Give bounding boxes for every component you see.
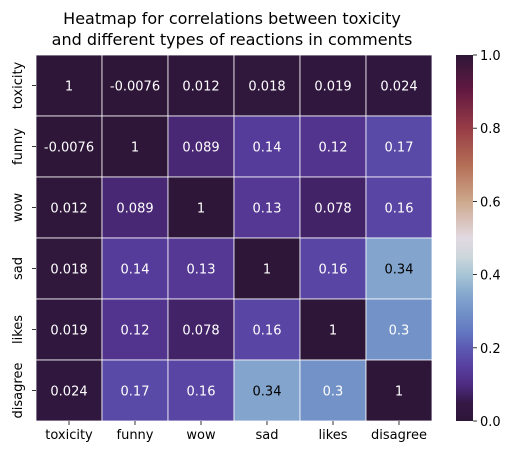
heatmap-cell-label: 0.012: [182, 80, 219, 95]
chart-title: Heatmap for correlations between toxicit…: [52, 9, 413, 49]
heatmap-cell-label: 0.018: [50, 263, 87, 278]
colorbar-gradient: [456, 55, 473, 421]
heatmap-cell-label: 0.024: [380, 80, 417, 95]
x-tick-label-funny: funny: [117, 428, 154, 443]
heatmap-cell-label: 0.024: [50, 385, 87, 400]
colorbar-tick-label: 0.2: [480, 342, 501, 357]
y-tick-label-wow: wow: [11, 193, 26, 223]
heatmap-cell-wow-funny: [101, 176, 169, 239]
heatmap-cell-wow-disagree: [365, 176, 433, 239]
colorbar-tick-label: 0.0: [480, 415, 501, 430]
heatmap-cell-label: 0.17: [121, 385, 150, 400]
colorbar: 0.0 0.2 0.4 0.6 0.8 1.0: [456, 49, 501, 430]
colorbar-tick-label: 0.8: [480, 122, 501, 137]
heatmap-cell-toxicity-toxicity: [35, 54, 103, 117]
y-tick-label-sad: sad: [11, 257, 26, 280]
heatmap-cell-wow-sad: [233, 176, 301, 239]
heatmap-cell-label: 1: [197, 202, 205, 217]
heatmap-cell-sad-toxicity: [35, 237, 103, 300]
heatmap-cell-label: 0.16: [187, 385, 216, 400]
heatmap-cell-likes-likes: [299, 298, 367, 361]
heatmap-cell-label: 0.14: [253, 141, 282, 156]
heatmap-cell-label: 1: [263, 263, 271, 278]
heatmap-cell-label: 1: [395, 385, 403, 400]
heatmap-cell-toxicity-sad: [233, 54, 301, 117]
heatmap-cell-label: 0.16: [385, 202, 414, 217]
colorbar-tick-label: 0.4: [480, 269, 501, 284]
chart-title-line-1: Heatmap for correlations between toxicit…: [63, 9, 401, 28]
heatmap-cell-label: 0.13: [253, 202, 282, 217]
heatmap-cell-sad-sad: [233, 237, 301, 300]
heatmap-cell-label: 0.019: [50, 324, 87, 339]
heatmap-cell-label: 0.17: [385, 141, 414, 156]
y-tick-label-likes: likes: [11, 315, 26, 344]
heatmap-cell-label: 0.018: [248, 80, 285, 95]
heatmap-cell-label: 0.14: [121, 263, 150, 278]
x-tick-label-toxicity: toxicity: [45, 428, 93, 443]
x-axis-ticks: toxicity funny wow sad likes disagree: [45, 421, 427, 443]
heatmap-cell-label: 0.3: [389, 324, 410, 339]
y-axis-ticks: toxicity funny wow sad likes disagree: [11, 61, 36, 418]
heatmap-cell-label: 0.089: [116, 202, 153, 217]
heatmap-cell-sad-funny: [101, 237, 169, 300]
y-tick-label-disagree: disagree: [11, 363, 26, 419]
heatmap-cell-label: -0.0076: [44, 141, 94, 156]
heatmap-cell-likes-disagree: [365, 298, 433, 361]
heatmap-cell-label: -0.0076: [110, 80, 160, 95]
y-tick-label-funny: funny: [11, 128, 26, 165]
heatmap-cell-disagree-toxicity: [35, 359, 103, 422]
heatmap-cell-label: 0.12: [121, 324, 150, 339]
heatmap-cell-toxicity-funny: [101, 54, 169, 117]
heatmap-cell-label: 0.089: [182, 141, 219, 156]
heatmap-cell-disagree-disagree: [365, 359, 433, 422]
heatmap-cell-label: 1: [131, 141, 139, 156]
x-tick-label-likes: likes: [318, 428, 347, 443]
heatmap-cell-label: 1: [65, 80, 73, 95]
heatmap-cell-label: 0.3: [323, 385, 344, 400]
heatmap-cell-label: 0.34: [385, 263, 414, 278]
heatmap-cell-toxicity-likes: [299, 54, 367, 117]
heatmap-cell-sad-likes: [299, 237, 367, 300]
heatmap-cell-label: 0.34: [253, 385, 282, 400]
colorbar-tick-label: 1.0: [480, 49, 501, 64]
heatmap-cell-sad-wow: [167, 237, 235, 300]
heatmap-cell-funny-funny: [101, 115, 169, 178]
heatmap-cell-disagree-likes: [299, 359, 367, 422]
heatmap-cells: 1 -0.0076 0.012 0.018 0.019 0.024 -0.0076 1 0.08…: [35, 54, 433, 422]
heatmap-cell-toxicity-disagree: [365, 54, 433, 117]
heatmap-cell-sad-disagree: [365, 237, 433, 300]
heatmap-cell-wow-toxicity: [35, 176, 103, 239]
heatmap-cell-funny-sad: [233, 115, 301, 178]
heatmap-cell-label: 0.012: [50, 202, 87, 217]
heatmap-cell-toxicity-wow: [167, 54, 235, 117]
x-tick-label-wow: wow: [186, 428, 216, 443]
heatmap-cell-label: 0.078: [314, 202, 351, 217]
chart-title-line-2: and different types of reactions in comm…: [52, 30, 413, 49]
heatmap-cell-likes-sad: [233, 298, 301, 361]
y-tick-label-toxicity: toxicity: [11, 61, 26, 109]
x-tick-label-disagree: disagree: [371, 428, 427, 443]
heatmap-cell-likes-wow: [167, 298, 235, 361]
heatmap-cell-label: 0.13: [187, 263, 216, 278]
heatmap-cell-label: 0.16: [319, 263, 348, 278]
heatmap-cell-funny-disagree: [365, 115, 433, 178]
heatmap-cell-likes-toxicity: [35, 298, 103, 361]
x-tick-label-sad: sad: [256, 428, 279, 443]
heatmap-cell-label: 0.16: [253, 324, 282, 339]
heatmap-cell-label: 0.12: [319, 141, 348, 156]
heatmap-cell-label: 1: [329, 324, 337, 339]
heatmap-cell-wow-likes: [299, 176, 367, 239]
colorbar-tick-label: 0.6: [480, 195, 501, 210]
heatmap-cell-label: 0.078: [182, 324, 219, 339]
heatmap-cell-label: 0.019: [314, 80, 351, 95]
